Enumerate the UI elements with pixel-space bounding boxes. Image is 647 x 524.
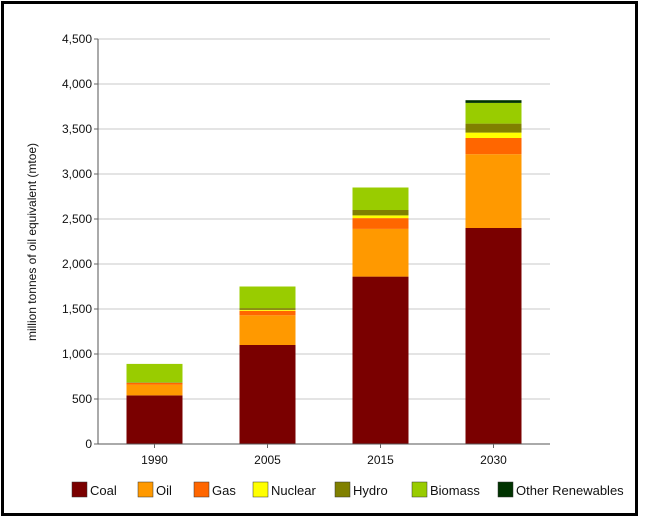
- x-tick-label: 2005: [254, 453, 281, 467]
- legend-label: Gas: [212, 483, 236, 498]
- y-tick-label: 3,500: [62, 122, 92, 136]
- legend-swatch: [193, 481, 210, 498]
- chart-frame: [1, 1, 638, 516]
- bar-segment-hydro: [126, 382, 183, 383]
- y-tick-label: 2,000: [62, 257, 92, 271]
- bar-segment-oil: [465, 154, 522, 228]
- legend-label: Hydro: [353, 483, 388, 498]
- y-tick-label: 3,000: [62, 167, 92, 181]
- x-tick-label: 1990: [141, 453, 168, 467]
- x-tick-labels: 1990 2005 2015 2030: [141, 444, 507, 467]
- legend-label: Oil: [156, 483, 172, 498]
- legend-label: Nuclear: [271, 483, 316, 498]
- bar-segment-biomass: [465, 102, 522, 124]
- y-tick-label: 4,500: [62, 32, 92, 46]
- x-tick-label: 2030: [480, 453, 507, 467]
- bars: [126, 100, 522, 444]
- bar-segment-oil: [239, 315, 296, 345]
- legend-swatch: [71, 481, 88, 498]
- legend-swatch: [497, 481, 514, 498]
- legend-label: Biomass: [430, 483, 480, 498]
- bar-segment-biomass: [239, 286, 296, 309]
- bar-segment-oil: [352, 228, 409, 277]
- y-tick-label: 0: [85, 437, 92, 451]
- legend-label: Coal: [90, 483, 117, 498]
- bar-segment-nuclear: [465, 132, 522, 138]
- y-tick-label: 1,500: [62, 302, 92, 316]
- bar-segment-coal: [352, 276, 409, 444]
- legend-swatch: [137, 481, 154, 498]
- y-tick-label: 4,000: [62, 77, 92, 91]
- y-tick-label: 500: [72, 392, 92, 406]
- bar-segment-gas: [465, 138, 522, 155]
- bar-segment-oil: [126, 384, 183, 396]
- y-tick-label: 2,500: [62, 212, 92, 226]
- x-tick-label: 2015: [367, 453, 394, 467]
- y-axis-label: million tonnes of oil equivalent (mtoe): [25, 143, 39, 341]
- bar-segment-other-renewables: [465, 100, 522, 103]
- bar-segment-biomass: [126, 363, 183, 383]
- bar-segment-coal: [126, 395, 183, 444]
- legend: Coal Oil Gas Nuclear Hydro Biomass Other Renew…: [71, 481, 624, 498]
- bar-segment-gas: [352, 218, 409, 229]
- legend-swatch: [411, 481, 428, 498]
- legend-label: Other Renewables: [516, 483, 624, 498]
- legend-swatch: [334, 481, 351, 498]
- bar-segment-nuclear: [239, 309, 296, 311]
- bar-segment-coal: [465, 228, 522, 444]
- bar-segment-gas: [239, 310, 296, 316]
- y-tick-label: 1,000: [62, 347, 92, 361]
- y-tick-labels: 0 500 1,000 1,500 2,000 2,500 3,000 3,500 4,000 4…: [62, 32, 98, 451]
- bar-segment-coal: [239, 345, 296, 444]
- axes: [97, 39, 550, 445]
- bar-segment-hydro: [352, 210, 409, 216]
- legend-swatch: [252, 481, 269, 498]
- bar-segment-biomass: [352, 187, 409, 210]
- bar-segment-hydro: [239, 308, 296, 310]
- bar-segment-gas: [126, 382, 183, 385]
- bar-segment-nuclear: [352, 215, 409, 219]
- bar-segment-hydro: [465, 123, 522, 133]
